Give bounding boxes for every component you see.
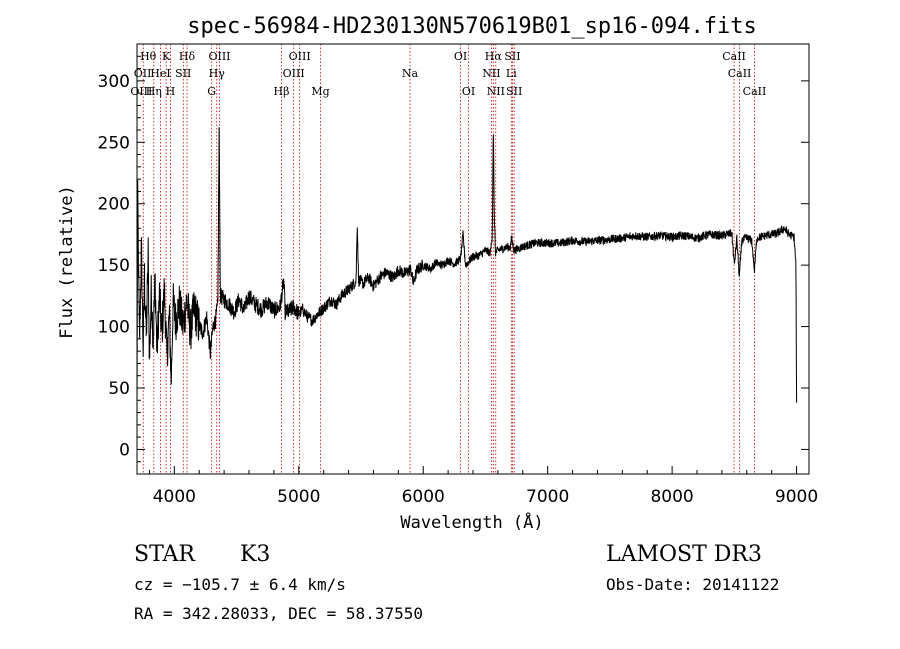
y-tick-label-0: 0: [119, 440, 130, 460]
line-label-row3-4: Hβ: [274, 85, 290, 98]
x-tick-label-6000: 6000: [402, 487, 445, 507]
obs-date: Obs-Date: 20141122: [606, 575, 779, 594]
line-label-row2-4: OIII: [283, 67, 305, 80]
x-axis-label: Wavelength (Å): [400, 511, 543, 533]
line-label-row1-5: OI: [454, 50, 467, 63]
spectrum-series-line: [136, 127, 798, 419]
y-axis-label: Flux (relative): [57, 185, 77, 339]
coordinates: RA = 342.28033, DEC = 58.37550: [134, 604, 423, 623]
spectral-line-markers: [142, 44, 755, 474]
y-axis-ticks: 0 50 100 150 200 250 300: [98, 55, 809, 463]
y-tick-label-50: 50: [108, 379, 130, 399]
line-label-row1-1: K: [162, 50, 171, 63]
x-axis-ticks: 4000 5000 6000 7000 8000 9000: [148, 466, 818, 507]
line-label-row2-8: CaII: [728, 67, 752, 80]
line-label-row1-6: Hα: [485, 50, 503, 63]
line-label-row2-5: Na: [402, 67, 419, 80]
object-class: STAR: [134, 542, 196, 567]
x-tick-label-5000: 5000: [277, 487, 320, 507]
line-label-row2-3: Hγ: [209, 67, 226, 80]
x-tick-label-8000: 8000: [650, 487, 693, 507]
y-tick-label-100: 100: [98, 318, 130, 338]
line-label-row2-2: SII: [175, 67, 191, 80]
line-label-row1-0: Hθ: [140, 50, 157, 63]
line-label-row3-6: OI: [462, 85, 475, 98]
line-label-row2-0: OII: [134, 67, 152, 80]
line-label-row3-8: SII: [506, 85, 522, 98]
line-label-row3-2: H: [166, 85, 176, 98]
line-label-row2-6: NII: [482, 67, 500, 80]
x-tick-label-7000: 7000: [526, 487, 569, 507]
line-label-row1-2: Hδ: [179, 50, 196, 63]
line-label-row3-1: Hη: [146, 85, 162, 98]
line-label-row3-3: G: [207, 85, 216, 98]
survey-name: LAMOST DR3: [606, 542, 762, 567]
line-label-row2-1: HeI: [150, 67, 170, 80]
y-tick-label-150: 150: [98, 256, 130, 276]
line-label-row3-7: NII: [487, 85, 505, 98]
line-label-row2-7: Li: [506, 67, 517, 80]
line-label-row3-0: OIII: [130, 85, 152, 98]
line-label-row1-7: SII: [504, 50, 520, 63]
x-tick-label-4000: 4000: [153, 487, 196, 507]
line-label-row1-3: OIII: [208, 50, 230, 63]
chart-title: spec-56984-HD230130N570619B01_sp16-094.f…: [187, 14, 757, 39]
x-tick-label-9000: 9000: [775, 487, 818, 507]
redshift-readout: cz = −105.7 ± 6.4 km/s: [134, 575, 346, 594]
line-label-row3-5: Mg: [311, 85, 329, 98]
y-tick-label-300: 300: [98, 72, 130, 92]
y-tick-label-200: 200: [98, 195, 130, 215]
line-label-row1-8: CaII: [722, 50, 746, 63]
line-label-row3-9: CaII: [743, 85, 767, 98]
object-subclass: K3: [240, 542, 270, 567]
y-tick-label-250: 250: [98, 133, 130, 153]
line-label-row1-4: OIII: [289, 50, 311, 63]
